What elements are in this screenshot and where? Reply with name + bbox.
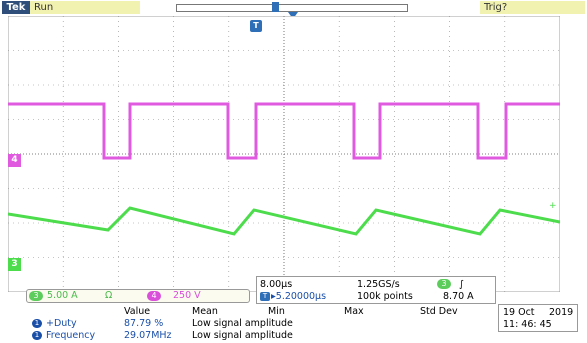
meas-label: Frequency [46,330,96,341]
graticule: + [7,15,561,293]
ch3-coupling: Ω [105,290,113,301]
ch4-scale: 250 V [173,290,201,301]
ch3-waveform [7,206,561,236]
ch4-waveform [8,102,560,160]
meas-note: Low signal amplitude [192,318,293,329]
trigger-position-value: ▸5.20000µs [271,291,327,302]
waveform-display[interactable]: + [7,15,561,293]
trigger-position-arrow-icon[interactable] [288,12,298,19]
svg-text:+: + [549,201,557,211]
time-scale: 8.00µs [260,279,293,290]
acquisition-status[interactable]: Run [30,1,140,14]
ch4-badge: 4 [147,291,161,301]
year: 2019 [549,307,574,318]
trigger-t-icon: T [250,20,262,32]
meas-source-badge: 1 [32,319,42,328]
trigger-position-badge: T [260,292,270,301]
meas-value: 29.07MHz [124,330,172,341]
date-time-readout: 19 Oct 2019 11: 46: 45 [498,304,578,332]
trigger-source-badge: 3 [437,279,451,289]
meas-source-badge: 1 [32,331,42,340]
ch3-badge: 3 [29,291,43,301]
measurement-row[interactable]: 1 +Duty 87.79 % Low signal amplitude [28,318,494,329]
sample-rate: 1.25GS/s [357,279,400,290]
header-min: Min [268,306,285,317]
record-position-marker[interactable] [272,2,279,12]
time: 11: 46: 45 [503,319,552,330]
header-std-dev: Std Dev [420,306,458,317]
ch3-scale: 5.00 A [47,290,78,301]
ch3-ground-marker[interactable]: 3 [8,258,21,271]
meas-value: 87.79 % [124,318,164,329]
header-value: Value [124,306,151,317]
status-bar: Tek Run Trig? [0,0,587,19]
trigger-position: T ▸5.20000µs [260,291,326,303]
channel-scale-readout[interactable]: 3 5.00 A Ω 4 250 V [26,289,250,303]
meas-label: +Duty [46,318,77,329]
ch4-ground-marker[interactable]: 4 [8,154,21,167]
timebase-readout[interactable]: 8.00µs T ▸5.20000µs 1.25GS/s 100k points … [256,276,496,304]
measurement-row[interactable]: 1 Frequency 29.07MHz Low signal amplitud… [28,330,494,341]
header-max: Max [344,306,364,317]
record-length: 100k points [357,291,413,302]
trigger-status[interactable]: Trig? [480,1,585,14]
header-mean: Mean [192,306,218,317]
record-view-bar[interactable] [176,4,408,12]
trigger-slope-icon: ∫ [459,279,464,290]
meas-note: Low signal amplitude [192,330,293,341]
date: 19 Oct [503,307,535,318]
trigger-level: 8.70 A [443,291,474,302]
tek-logo: Tek [2,1,30,14]
